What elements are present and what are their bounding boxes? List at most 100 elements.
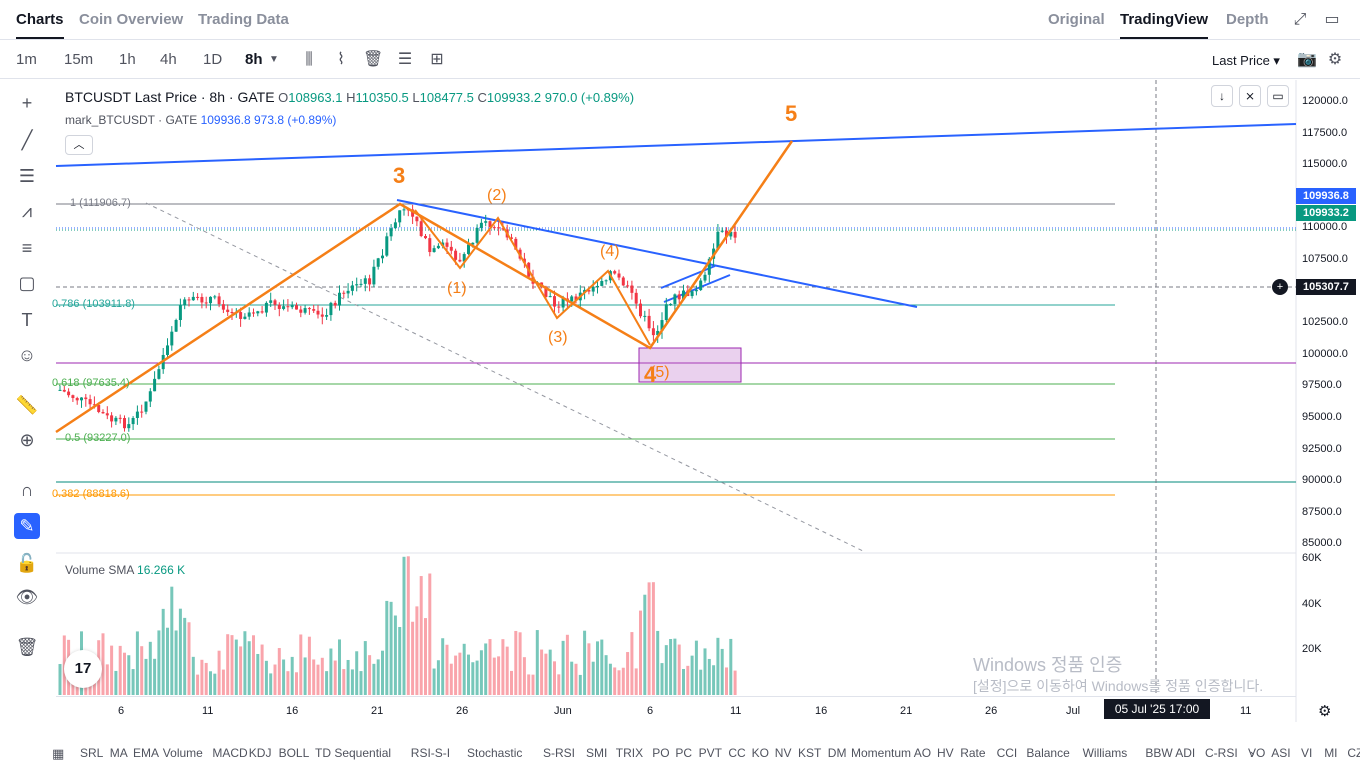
indicator-cc[interactable]: CC (728, 746, 746, 760)
indicator-rsi-s-i[interactable]: RSI-S-I (410, 746, 451, 760)
timeframe-1d[interactable]: 1D (203, 51, 223, 68)
indicator-ko[interactable]: KO (751, 746, 769, 760)
indicator-asi[interactable]: ASI (1271, 746, 1291, 760)
candles-icon[interactable]: ⫼ (305, 51, 313, 68)
tab-charts[interactable]: Charts (16, 11, 64, 39)
indicator-nv[interactable]: NV (774, 746, 792, 760)
tradingview-logo[interactable]: 17 (64, 650, 102, 688)
indicator-pvt[interactable]: PVT (698, 746, 722, 760)
crosshair-icon[interactable]: + (21, 93, 33, 113)
fullscreen-icon[interactable]: ⤢ (1293, 11, 1307, 28)
chart-settings-icon[interactable]: ⚙ (1318, 703, 1332, 720)
indicator-cz[interactable]: CZ (1347, 746, 1360, 760)
indicator-balance[interactable]: Balance (1026, 746, 1070, 760)
indicator-macd[interactable]: MACD (212, 746, 248, 760)
indicator-adi[interactable]: ADI (1175, 746, 1196, 760)
indicator-ema[interactable]: EMA (133, 746, 160, 760)
candle-body (269, 300, 273, 303)
trash-icon[interactable]: 🗑 (363, 51, 384, 68)
indicator-td-sequential[interactable]: TD Sequential (315, 746, 392, 760)
volume-tick-40k: 40K (1302, 598, 1322, 610)
chevron-right-icon[interactable]: › (1250, 746, 1255, 761)
indicator-c-rsi[interactable]: C-RSI (1205, 746, 1238, 760)
indicator-stochastic[interactable]: Stochastic (467, 746, 523, 760)
tab-depth[interactable]: Depth (1226, 11, 1269, 28)
remove-drawings-icon[interactable]: 🗑 (15, 637, 39, 657)
timeframe-4h[interactable]: 4h (160, 51, 177, 68)
candle-body (621, 277, 625, 286)
volume-bar (204, 662, 208, 695)
zoom-in-icon[interactable]: ⊕ (19, 430, 35, 450)
indicator-cci[interactable]: CCI (996, 746, 1018, 760)
arrow-down-icon[interactable]: ↓ (1211, 85, 1233, 107)
list-icon[interactable]: ☰ (397, 51, 413, 68)
indicator-momentum[interactable]: Momentum (851, 746, 912, 760)
collapse-legend-button[interactable]: ︿ (65, 135, 93, 155)
chevron-down-icon[interactable]: ▼ (269, 54, 279, 65)
tab-coin-overview[interactable]: Coin Overview (79, 11, 184, 28)
calendar-icon[interactable]: ▦ (52, 746, 65, 761)
timeframe-8h[interactable]: 8h (245, 51, 263, 68)
candle-body (346, 290, 350, 294)
tab-tradingview[interactable]: TradingView (1120, 11, 1209, 39)
volume-bar (191, 656, 195, 695)
indicator-mi[interactable]: MI (1324, 746, 1338, 760)
last-price-select[interactable]: Last Price ▾ (1212, 53, 1280, 68)
candle-body (105, 413, 109, 416)
timeframe-15m[interactable]: 15m (64, 51, 94, 68)
candle-body (651, 328, 655, 336)
indicator-ma[interactable]: MA (109, 746, 128, 760)
candle-body (363, 278, 367, 284)
settings-icon[interactable]: ⚙ (1327, 51, 1343, 68)
timeframe-1h[interactable]: 1h (119, 51, 136, 68)
time-axis[interactable]: 6 11 16 21 26 Jun 6 11 16 21 26 Jul 11 (56, 696, 1296, 722)
window-icon[interactable]: ▭ (1324, 11, 1340, 28)
indicator-smi[interactable]: SMI (586, 746, 608, 760)
indicator-s-rsi[interactable]: S-RSI (543, 746, 576, 760)
indicator-srl[interactable]: SRL (80, 746, 104, 760)
indicator-bbw[interactable]: BBW (1145, 746, 1173, 760)
volume-bar (484, 643, 488, 695)
add-alert-icon[interactable]: + (1272, 279, 1288, 295)
fib-icon[interactable]: ≡ (21, 238, 33, 258)
stay-drawing-icon[interactable]: ✎ (14, 513, 40, 539)
indicator-rate[interactable]: Rate (960, 746, 986, 760)
trend-line-icon[interactable]: ╱ (21, 130, 33, 150)
price-tick: 95000.0 (1302, 411, 1342, 423)
indicator-ao[interactable]: AO (913, 746, 932, 760)
rectangle-icon[interactable]: ▢ (18, 273, 36, 293)
indicator-vi[interactable]: VI (1301, 746, 1313, 760)
indicator-hv[interactable]: HV (937, 746, 954, 760)
candle-body (574, 296, 578, 301)
volume-bar (226, 634, 230, 695)
text-icon[interactable]: T (21, 310, 33, 330)
elliott-wave-icon[interactable]: ⩘ (21, 201, 33, 221)
indicators-icon[interactable]: ⌇ (337, 51, 345, 68)
emoji-icon[interactable]: ☺ (17, 345, 37, 365)
indicator-kdj[interactable]: KDJ (248, 746, 272, 760)
collapse-icon[interactable]: ⨯ (1239, 85, 1261, 107)
indicator-dm[interactable]: DM (827, 746, 847, 760)
indicator-volume[interactable]: Volume (162, 746, 203, 760)
maximize-icon[interactable]: ▭ (1267, 85, 1289, 107)
candle-body (320, 314, 324, 317)
time-tick: 6 (118, 705, 125, 717)
indicator-po[interactable]: PO (652, 746, 670, 760)
timeframe-1m[interactable]: 1m (16, 51, 37, 68)
visibility-icon[interactable]: 👁 (15, 587, 39, 607)
indicator-williams[interactable]: Williams (1082, 746, 1128, 760)
indicator-pc[interactable]: PC (675, 746, 693, 760)
horizontal-lines-icon[interactable]: ☰ (18, 166, 36, 186)
lock-icon[interactable]: 🔓 (15, 553, 39, 573)
magnet-icon[interactable]: ∩ (20, 480, 34, 500)
layout-grid-icon[interactable]: ⊞ (430, 51, 444, 68)
indicator-vo[interactable]: VO (1248, 746, 1266, 760)
tab-original[interactable]: Original (1048, 11, 1105, 28)
indicator-boll[interactable]: BOLL (278, 746, 310, 760)
indicator-trix[interactable]: TRIX (615, 746, 644, 760)
candle-body (540, 282, 544, 287)
ruler-icon[interactable]: 📏 (15, 395, 39, 415)
tab-trading-data[interactable]: Trading Data (198, 11, 289, 28)
camera-icon[interactable]: 📷 (1297, 51, 1317, 68)
indicator-kst[interactable]: KST (798, 746, 822, 760)
